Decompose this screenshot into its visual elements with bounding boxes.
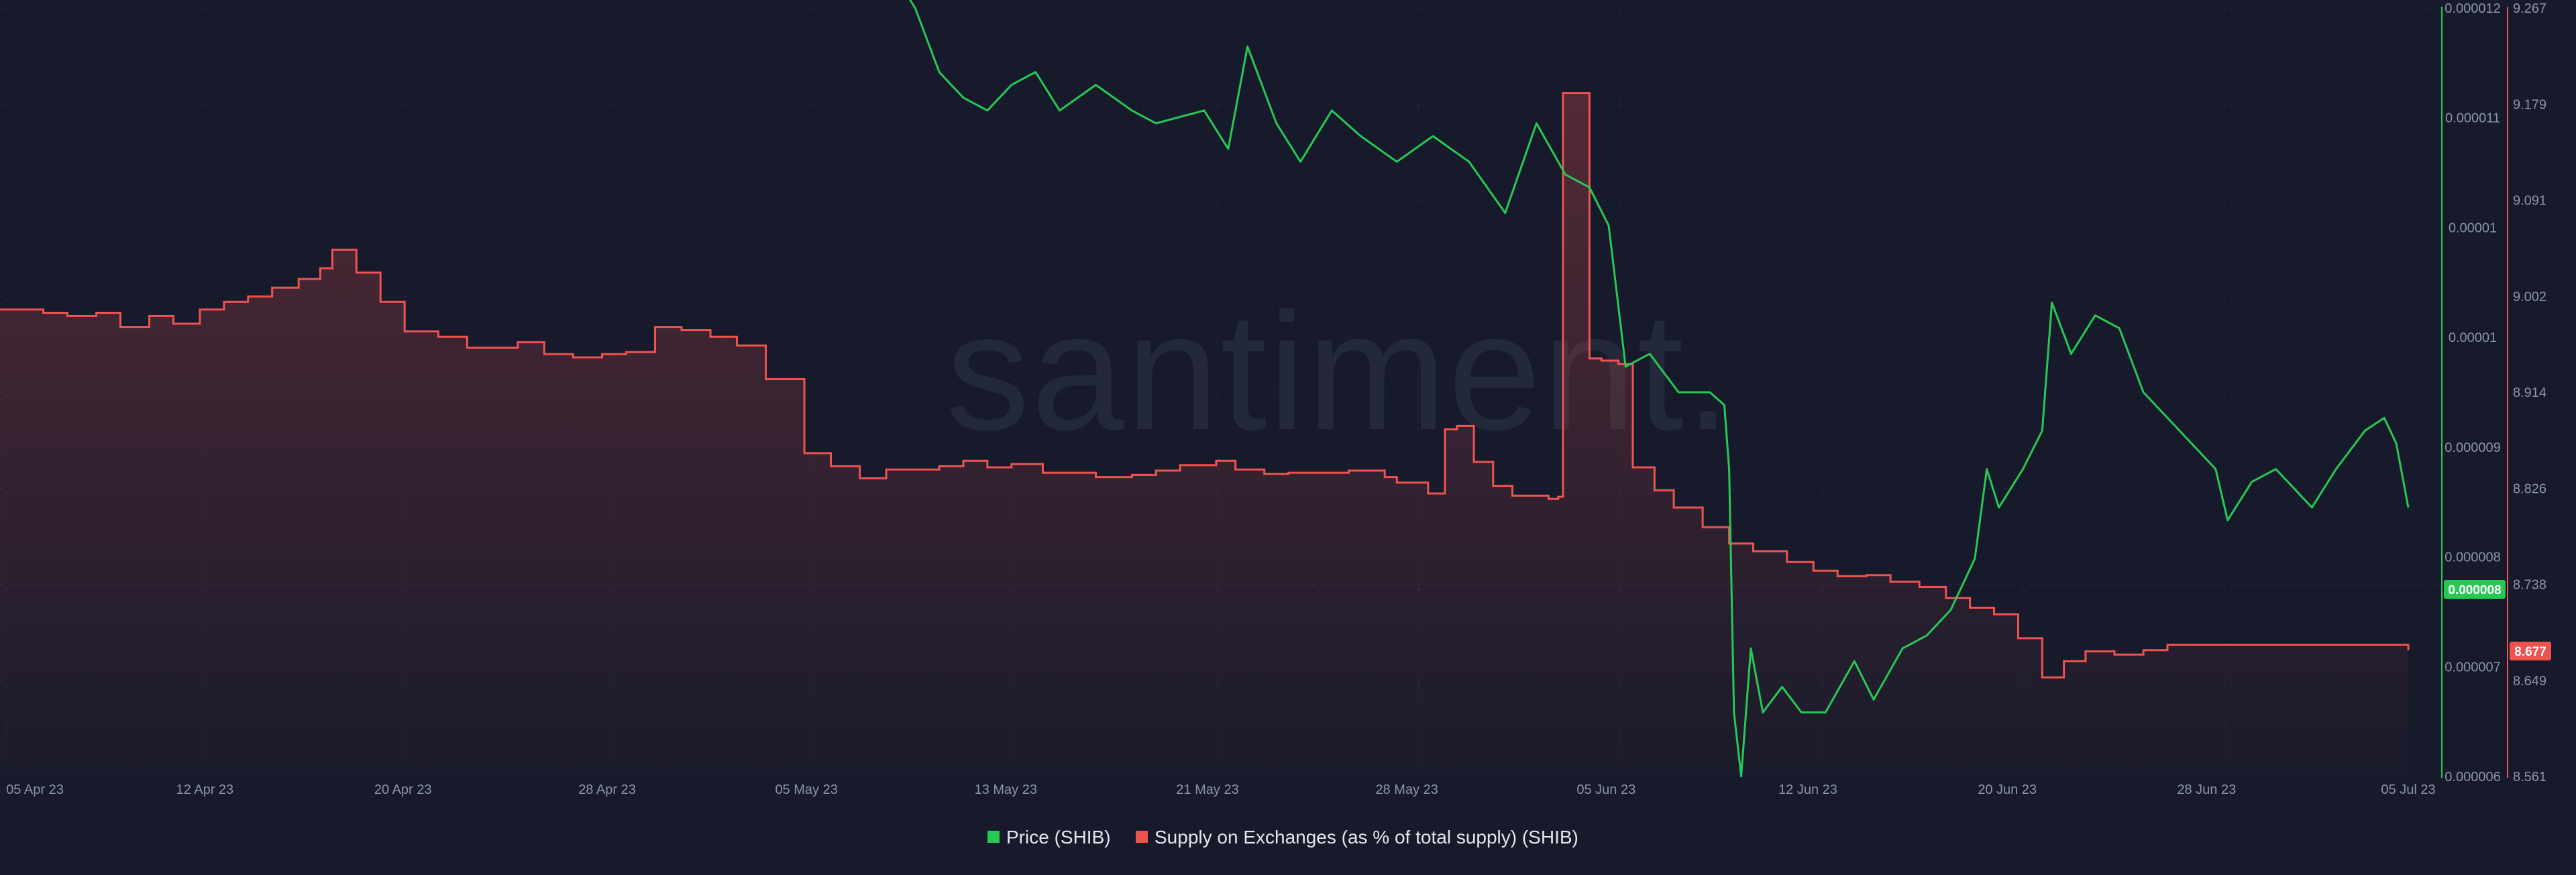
price-line — [908, 0, 2410, 778]
supply-tick-label: 9.002 — [2513, 290, 2546, 304]
price-tick-label: 0.00001 — [2449, 331, 2497, 345]
x-tick-label: 12 Jun 23 — [1778, 782, 1837, 797]
x-tick-label: 21 May 23 — [1176, 782, 1238, 797]
x-tick-label: 13 May 23 — [975, 782, 1037, 797]
x-tick-label: 05 Apr 23 — [6, 782, 64, 797]
legend: Price (SHIB) Supply on Exchanges (as % o… — [987, 827, 1578, 848]
supply-tick-label: 9.179 — [2513, 97, 2546, 112]
supply-tick-label: 8.738 — [2513, 578, 2546, 593]
price-tick-label: 0.000006 — [2445, 770, 2500, 784]
supply-tick-label: 8.914 — [2513, 386, 2546, 400]
supply-tick-label: 8.561 — [2513, 770, 2546, 784]
price-tick-label: 0.000011 — [2445, 111, 2500, 126]
price-tick-label: 0.000007 — [2445, 660, 2500, 675]
x-tick-label: 20 Apr 23 — [374, 782, 432, 797]
price-badge-value: 0.000008 — [2448, 583, 2501, 597]
x-tick-label: 05 May 23 — [775, 782, 837, 797]
supply-tick-label: 8.649 — [2513, 674, 2546, 689]
supply-current-badge: 8.677 — [2510, 642, 2551, 660]
price-tick-label: 0.000012 — [2445, 1, 2500, 16]
legend-label-supply: Supply on Exchanges (as % of total suppl… — [1155, 827, 1578, 848]
supply-area — [0, 93, 2408, 777]
x-tick-label: 05 Jun 23 — [1576, 782, 1635, 797]
supply-badge-value: 8.677 — [2514, 645, 2546, 659]
x-tick-label: 28 May 23 — [1375, 782, 1438, 797]
x-tick-label: 12 Apr 23 — [176, 782, 234, 797]
price-tick-label: 0.000008 — [2445, 550, 2500, 565]
series-layer — [0, 0, 2410, 778]
x-tick-label: 28 Jun 23 — [2177, 782, 2236, 797]
supply-axis-ticks: 9.267 9.179 9.091 9.002 8.914 8.826 8.738 8.649… — [2513, 1, 2546, 784]
price-axis-ticks: 0.000012 0.000011 0.00001 0.00001 0.000009 0.… — [2445, 1, 2500, 784]
price-tick-label: 0.00001 — [2449, 221, 2497, 235]
price-badge-bg — [2444, 580, 2506, 599]
price-tick-label: 0.000009 — [2445, 441, 2500, 455]
supply-line — [0, 92, 2410, 679]
supply-tick-label: 9.091 — [2513, 194, 2546, 209]
legend-swatch-supply — [1136, 831, 1148, 843]
price-current-badge: 0.000008 — [2444, 580, 2506, 599]
legend-item-price[interactable]: Price (SHIB) — [987, 827, 1111, 848]
supply-badge-bg — [2510, 642, 2551, 660]
legend-swatch-price — [987, 831, 1000, 843]
supply-tick-label: 8.826 — [2513, 481, 2546, 496]
legend-item-supply[interactable]: Supply on Exchanges (as % of total suppl… — [1136, 827, 1578, 848]
x-tick-label: 28 Apr 23 — [578, 782, 636, 797]
legend-label-price: Price (SHIB) — [1006, 827, 1111, 848]
x-axis-ticks: 05 Apr 23 12 Apr 23 20 Apr 23 28 Apr 23 05 M… — [6, 782, 2435, 797]
x-tick-label: 05 Jul 23 — [2381, 782, 2435, 797]
x-tick-label: 20 Jun 23 — [1978, 782, 2037, 797]
supply-tick-label: 9.267 — [2513, 1, 2546, 16]
